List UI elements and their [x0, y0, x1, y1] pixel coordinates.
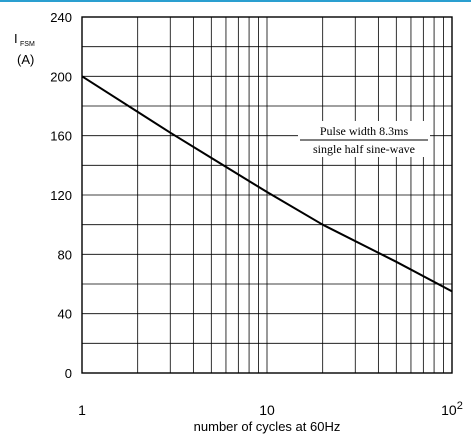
series-line-1 [81, 75, 453, 293]
top-accent-rule [0, 0, 471, 2]
x-tick-labels: 1 10 102 [78, 400, 463, 418]
y-axis-label-unit: (A) [17, 52, 34, 67]
grid [82, 16, 452, 374]
x-tick-label: 10 [259, 402, 275, 418]
y-tick-label: 40 [58, 307, 72, 322]
x-axis-label: number of cycles at 60Hz [194, 419, 341, 434]
y-axis-label: I FSM (A) [14, 31, 35, 67]
y-axis-label-main: I [14, 31, 18, 46]
series-layer [81, 75, 453, 293]
y-tick-label: 80 [58, 247, 72, 262]
y-axis-label-subscript: FSM [20, 41, 35, 48]
plot-frame [81, 16, 453, 374]
y-tick-label: 200 [50, 69, 72, 84]
annotation-line-2: single half sine-wave [313, 142, 415, 156]
annotation-box [298, 121, 430, 157]
annotation: Pulse width 8.3ms single half sine-wave [298, 121, 430, 157]
x-tick-label: 102 [441, 400, 463, 418]
y-tick-label: 0 [65, 366, 72, 381]
x-tick-label: 1 [78, 402, 86, 418]
y-tick-label: 160 [50, 129, 72, 144]
y-tick-labels: 0 40 80 120 160 200 240 [50, 10, 72, 381]
y-tick-label: 240 [50, 10, 72, 25]
annotation-line-1: Pulse width 8.3ms [320, 124, 409, 138]
y-tick-label: 120 [50, 188, 72, 203]
